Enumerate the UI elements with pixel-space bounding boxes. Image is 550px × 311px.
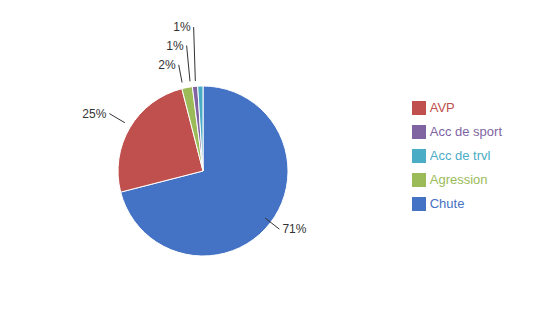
html-text:Chute: Chute (429, 195, 465, 211)
html-text:Agression: Agression (429, 171, 488, 187)
svg-text:71%: 71% (282, 222, 306, 236)
svg-text:2%: 2% (158, 58, 176, 72)
html-text:Acc de trvl: Acc de trvl (429, 147, 491, 163)
svg-text:25%: 25% (82, 107, 106, 121)
svg-text:1%: 1% (173, 20, 191, 34)
svg-text:1%: 1% (166, 39, 184, 53)
html-text:Acc de sport: Acc de sport (429, 123, 502, 139)
html-text:AVP: AVP (429, 99, 455, 115)
